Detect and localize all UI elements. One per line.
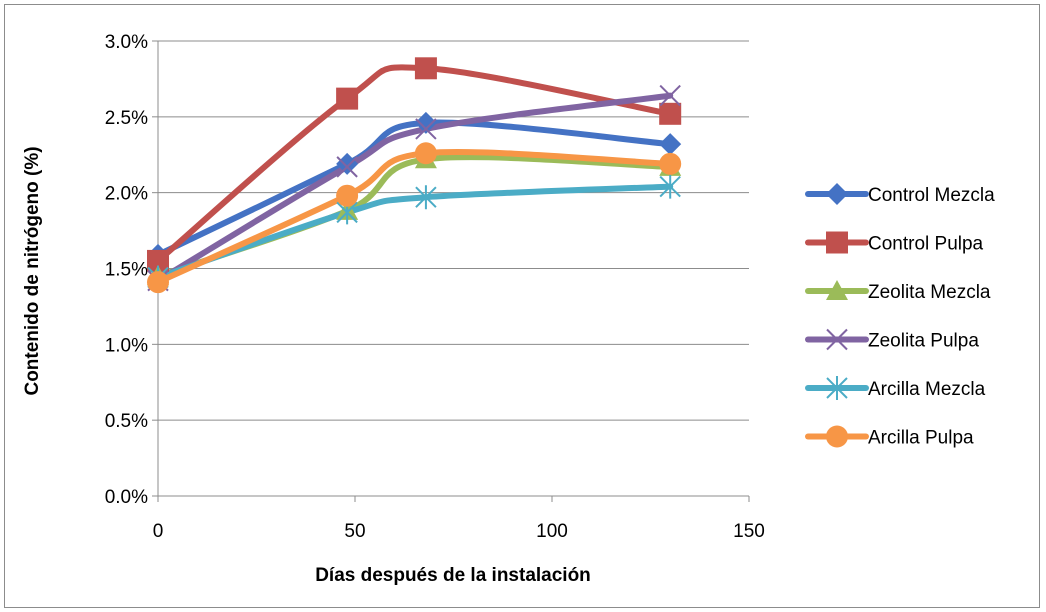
y-tick-label: 1.0% <box>105 335 148 356</box>
legend-swatch-marker <box>826 328 848 351</box>
data-point <box>659 152 682 175</box>
legend-label: Zeolita Pulpa <box>868 331 979 352</box>
data-point <box>336 184 359 207</box>
legend-item: Arcilla Pulpa <box>805 425 974 449</box>
y-tick-label: 2.5% <box>105 108 148 129</box>
legend-item: Control Mezcla <box>805 183 995 206</box>
legend-item: Control Pulpa <box>805 231 984 255</box>
data-point <box>147 271 169 294</box>
data-point <box>659 133 682 156</box>
chart-frame <box>4 4 1040 608</box>
series-line <box>155 119 674 258</box>
data-point <box>415 185 437 210</box>
series-control-pulpa <box>155 64 674 264</box>
data-point <box>659 102 682 125</box>
x-axis-title: Días después de la instalación <box>315 565 591 586</box>
series-line <box>155 92 674 284</box>
y-tick-label: 0.5% <box>105 411 148 432</box>
x-tick-label: 100 <box>536 521 568 542</box>
data-point <box>336 156 358 178</box>
legend-swatch-marker <box>826 183 848 205</box>
legend-swatch-marker <box>826 280 848 300</box>
series-group <box>147 57 682 294</box>
series-zeolita-pulpa <box>155 92 674 284</box>
legend: Control Mezcla Control Pulpa Zeolita Mezcl… <box>805 183 995 449</box>
series-line <box>155 183 674 281</box>
y-tick-label: 2.0% <box>105 184 148 205</box>
series-line <box>155 149 674 286</box>
x-tick-label: 0 <box>153 521 164 542</box>
legend-swatch-marker <box>826 376 848 400</box>
y-tick-label: 0.0% <box>105 487 148 508</box>
x-tick-labels: 0 50 100 150 <box>153 521 765 542</box>
markers-arcilla-pulpa <box>147 142 682 294</box>
data-point <box>415 118 437 140</box>
y-axis-title: Contenido de nitrógeno (%) <box>22 146 43 395</box>
series-arcilla-mezcla <box>155 183 674 281</box>
data-point <box>336 87 359 110</box>
legend-label: Zeolita Mezcla <box>868 282 991 303</box>
legend-item: Zeolita Pulpa <box>805 328 979 352</box>
x-tick-label: 150 <box>733 521 765 542</box>
legend-label: Control Pulpa <box>868 234 984 255</box>
markers-control-pulpa <box>147 57 682 272</box>
series-control-mezcla <box>155 119 674 258</box>
gridlines <box>158 40 749 421</box>
y-tick-label: 1.5% <box>105 260 148 281</box>
data-point <box>147 249 169 272</box>
legend-swatch-marker <box>826 231 848 254</box>
series-line <box>155 64 674 264</box>
data-point <box>336 152 359 175</box>
data-point <box>414 111 437 134</box>
series-arcilla-pulpa <box>155 149 674 286</box>
legend-label: Arcilla Pulpa <box>868 428 974 449</box>
legend-swatch-marker <box>826 425 848 448</box>
legend-item: Zeolita Mezcla <box>805 280 991 303</box>
data-point <box>414 57 437 80</box>
data-point <box>659 174 681 199</box>
data-point <box>414 142 437 165</box>
y-tick-labels: 0.0% 0.5% 1.0% 1.5% 2.0% 2.5% 3.0% <box>105 32 148 508</box>
data-point <box>659 84 681 107</box>
markers-zeolita-mezcla <box>147 148 682 286</box>
legend-item: Arcilla Mezcla <box>805 376 986 400</box>
legend-label: Arcilla Mezcla <box>868 379 986 400</box>
legend-label: Control Mezcla <box>868 185 995 206</box>
x-tick-label: 50 <box>344 521 365 542</box>
y-tick-label: 3.0% <box>105 32 148 53</box>
